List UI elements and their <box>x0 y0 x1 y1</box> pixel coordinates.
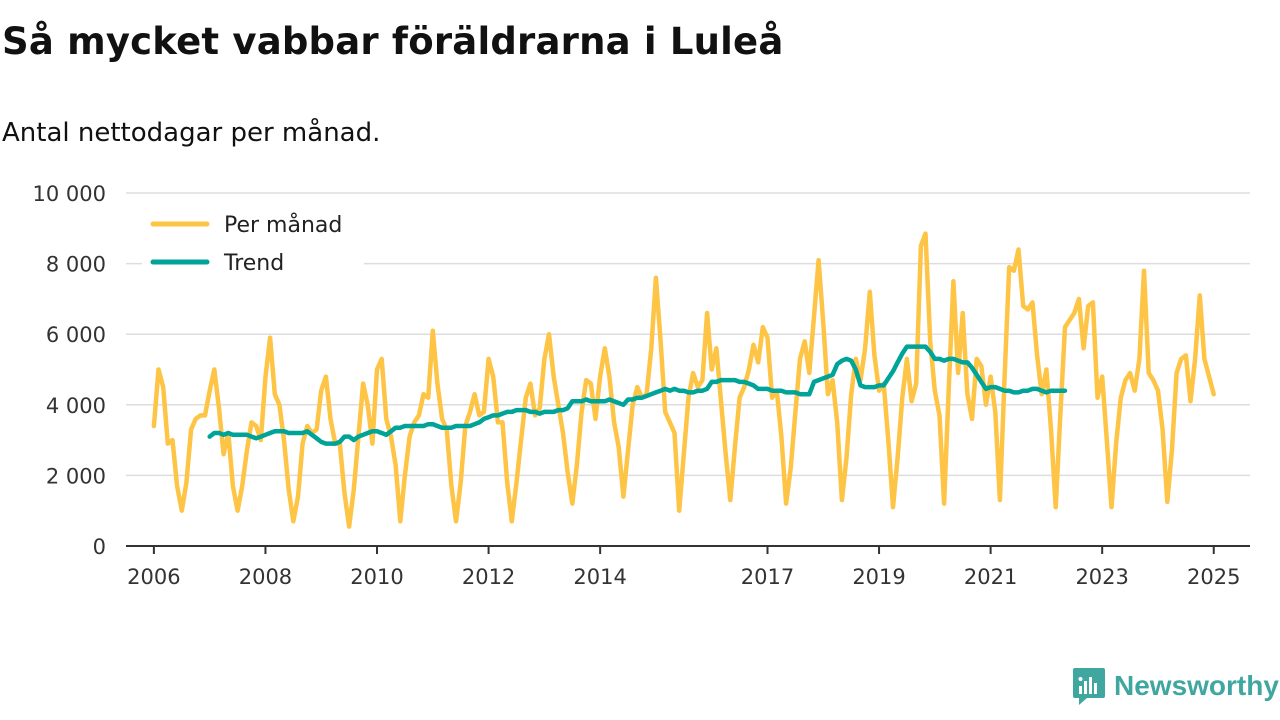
brand-logo: Newsworthy <box>1072 664 1279 708</box>
x-tick-label: 2021 <box>964 565 1017 589</box>
series-line-trend <box>207 344 1068 446</box>
series-lines <box>151 231 1216 529</box>
x-tick-label: 2017 <box>741 565 794 589</box>
y-tick-label: 0 <box>93 535 106 559</box>
x-tick-label: 2025 <box>1187 565 1240 589</box>
series-line-per-manad <box>151 231 1216 529</box>
y-tick-label: 10 000 <box>33 182 106 206</box>
x-tick-label: 2012 <box>462 565 515 589</box>
brand-name: Newsworthy <box>1114 670 1279 701</box>
y-tick-label: 2 000 <box>46 464 106 488</box>
y-tick-label: 6 000 <box>46 323 106 347</box>
page-title: Så mycket vabbar föräldrarna i Luleå <box>2 20 784 63</box>
x-tick-label: 2006 <box>127 565 180 589</box>
legend-label-per-manad: Per månad <box>224 212 342 238</box>
y-axis-ticks: 0 2 000 4 000 6 000 8 000 10 000 <box>33 182 106 559</box>
y-tick-label: 8 000 <box>46 253 106 277</box>
x-tick-label: 2010 <box>350 565 403 589</box>
x-axis: 2006 2008 2010 2012 2014 2017 2019 2021 2023 2025 <box>126 545 1250 589</box>
x-tick-label: 2019 <box>852 565 905 589</box>
y-tick-label: 4 000 <box>46 394 106 418</box>
legend: Per månad Trend <box>142 205 364 287</box>
legend-label-trend: Trend <box>223 251 284 276</box>
page-subtitle: Antal nettodagar per månad. <box>2 118 381 148</box>
x-tick-label: 2023 <box>1075 565 1128 589</box>
legend-background <box>142 205 364 287</box>
newsworthy-icon <box>1073 668 1105 705</box>
x-tick-label: 2014 <box>573 565 626 589</box>
x-tick-label: 2008 <box>239 565 292 589</box>
